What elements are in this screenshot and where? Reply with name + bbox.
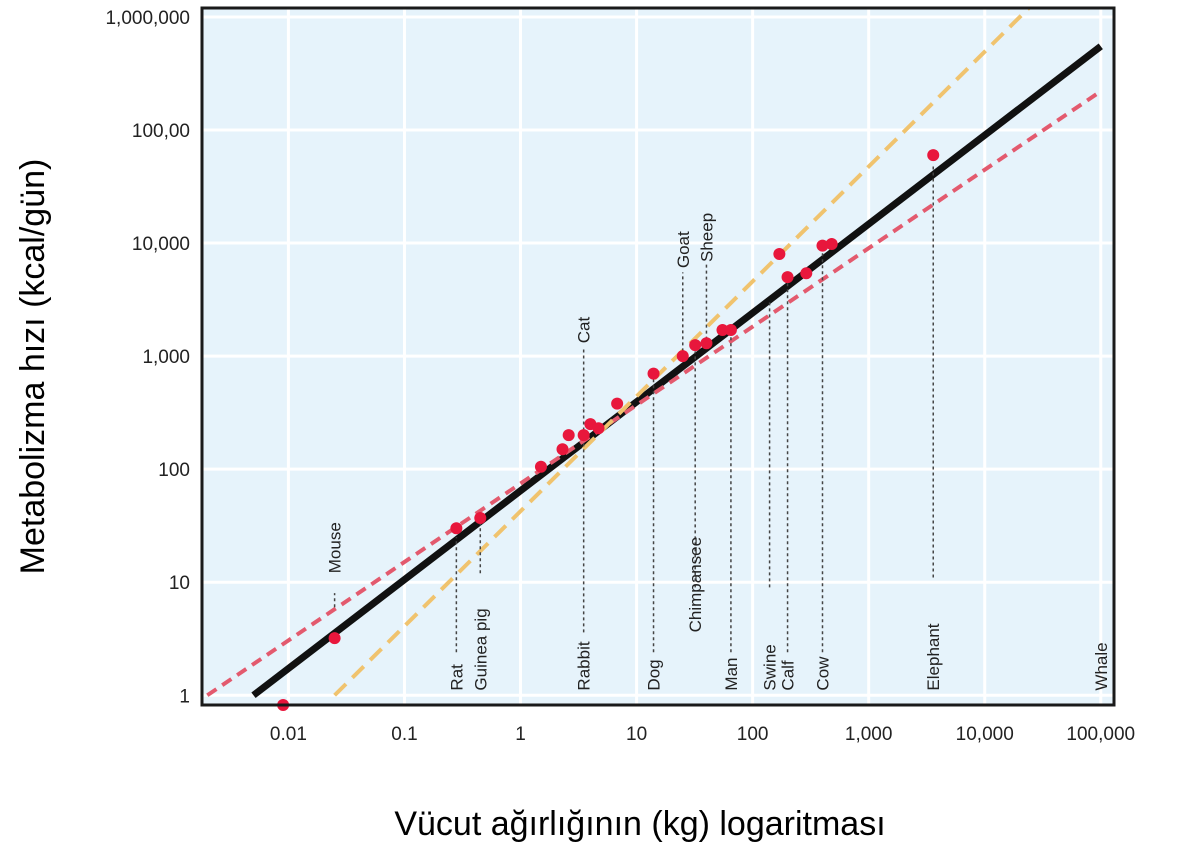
annotation-label: Chimpansee	[686, 537, 705, 632]
y-tick-label: 1,000,000	[105, 8, 190, 29]
data-point	[816, 239, 829, 252]
x-tick-label: 100,000	[1066, 724, 1135, 745]
y-tick-label: 10,000	[132, 234, 190, 255]
data-point	[592, 422, 605, 435]
data-point	[781, 271, 794, 284]
data-point	[676, 350, 689, 363]
data-point	[773, 248, 786, 261]
x-tick-label: 1,000	[845, 724, 893, 745]
annotation-label: Rabbit	[575, 641, 594, 690]
data-point	[577, 429, 590, 442]
data-point	[800, 267, 813, 280]
x-tick-label: 0.1	[391, 724, 417, 745]
x-tick-label: 0.01	[270, 724, 307, 745]
data-point	[611, 397, 624, 410]
annotation-label: Man	[722, 657, 741, 690]
data-point	[450, 522, 463, 535]
annotation-labels: Mouse Rat Guinea pig Rabbit Cat Dog Chimpansee…	[326, 213, 1111, 691]
annotation-label: Rat	[447, 664, 466, 691]
data-point	[716, 324, 729, 337]
annotation-label: Elephant	[924, 623, 943, 690]
annotation-label: Whale	[1092, 642, 1111, 690]
annotation-label: Goat	[674, 231, 693, 268]
annotation-label: Calf	[779, 660, 798, 691]
y-tick-label: 10	[169, 573, 190, 594]
annotation-label: Cow	[813, 656, 832, 691]
plot-frame	[200, 6, 1116, 707]
x-axis-title: Vücut ağırlığının (kg) logaritması	[394, 805, 885, 843]
data-point	[825, 238, 838, 251]
annotation-label: Guinea pig	[471, 608, 490, 690]
data-point	[328, 632, 341, 645]
x-tick-label: 100	[737, 724, 769, 745]
data-points	[277, 149, 940, 711]
x-tick-label: 10,000	[956, 724, 1014, 745]
grid-lines	[202, 8, 1114, 705]
data-point	[927, 149, 940, 162]
y-tick-label: 100,00	[132, 121, 190, 142]
annotation-label: Mouse	[326, 522, 345, 573]
trend-line-solid	[251, 43, 1103, 699]
x-tick-label: 10	[626, 724, 647, 745]
x-axis-ticks: 0.01 0.1 1 10 100 1,000 10,000 100,000	[270, 724, 1135, 745]
data-point	[700, 337, 713, 350]
data-point	[562, 429, 575, 442]
annotation-label: Sheep	[697, 213, 716, 262]
y-tick-label: 100	[158, 460, 190, 481]
annotation-label: Swine	[761, 644, 780, 690]
data-point	[724, 324, 737, 337]
y-tick-label: 1	[179, 686, 190, 707]
y-axis-title: Metabolizma hızı (kcal/gün)	[14, 159, 52, 575]
data-point	[689, 339, 702, 352]
data-point	[556, 443, 569, 456]
data-point	[474, 511, 487, 524]
annotation-leaders	[333, 164, 934, 653]
annotation-label: Dog	[645, 659, 664, 690]
y-tick-label: 1,000	[142, 347, 190, 368]
data-point	[534, 460, 547, 473]
y-axis-ticks: 1 10 100 1,000 10,000 100,00 1,000,000	[105, 8, 190, 707]
x-tick-label: 1	[515, 724, 526, 745]
annotation-label: Cat	[575, 316, 594, 343]
data-point	[647, 367, 660, 380]
